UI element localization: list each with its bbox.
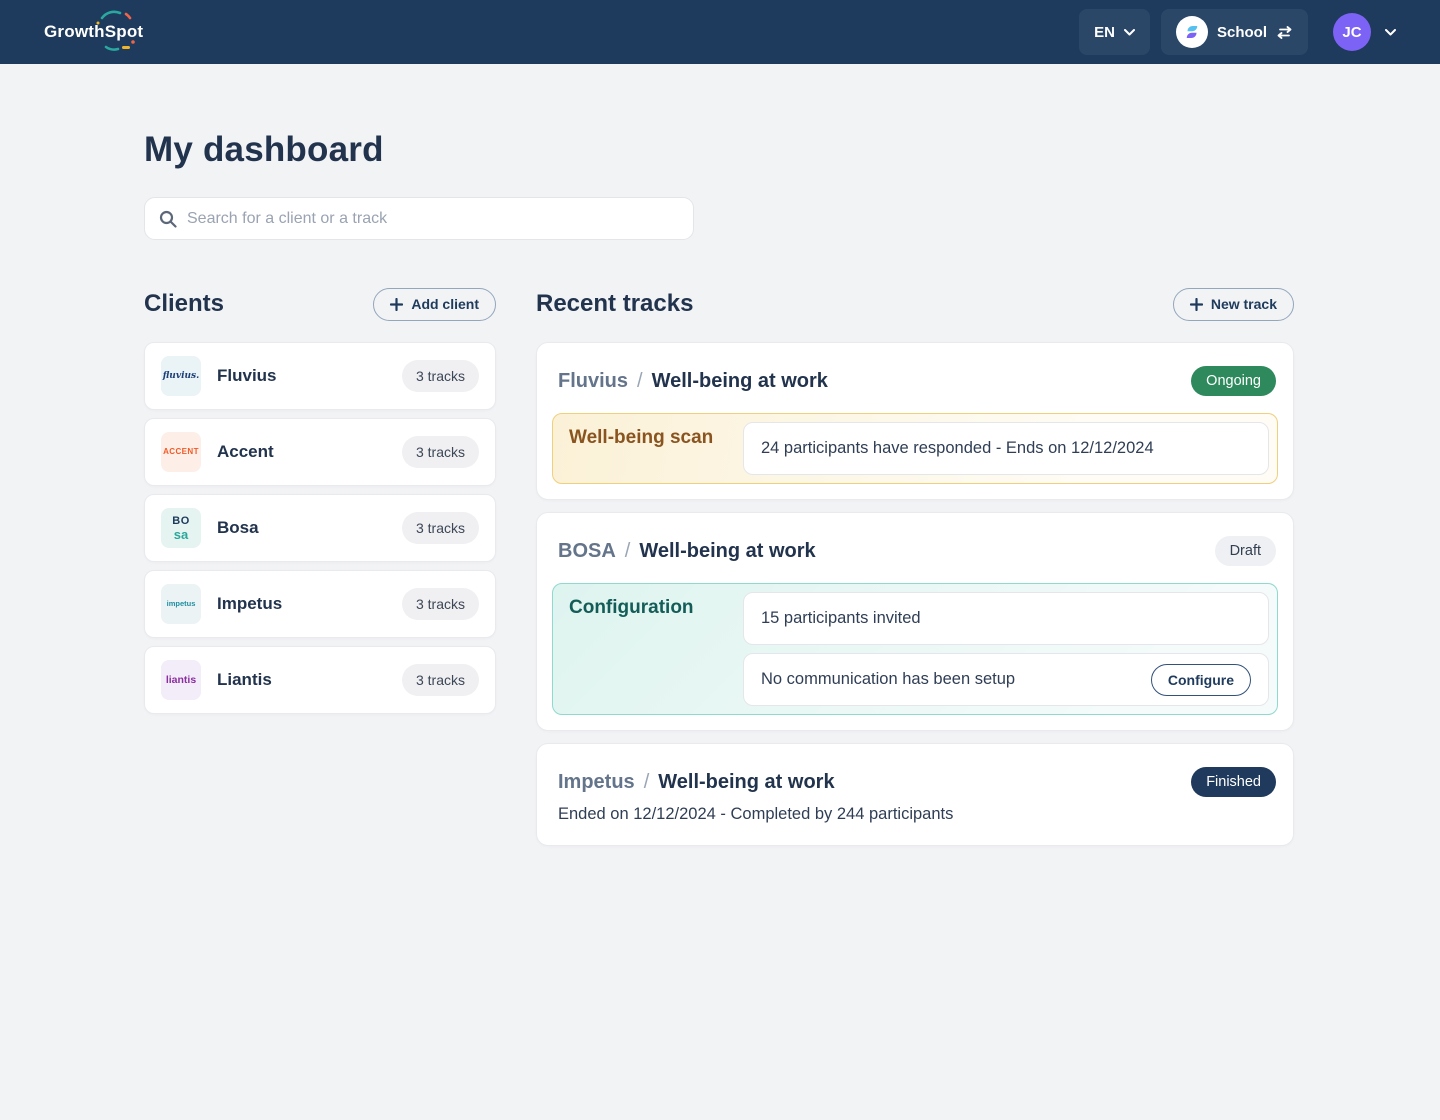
search-input[interactable]: [187, 209, 679, 228]
user-avatar[interactable]: JC: [1333, 13, 1371, 51]
recent-tracks-section: Recent tracks New track Fluvius / Well-b…: [536, 287, 1294, 858]
workspace-logo-icon: [1186, 26, 1198, 38]
language-label: EN: [1094, 23, 1115, 41]
phase-panel-wellbeing-scan: Well-being scan 24 participants have res…: [552, 413, 1278, 484]
status-badge: Finished: [1191, 767, 1276, 797]
user-initials: JC: [1342, 23, 1362, 41]
client-card-liantis[interactable]: liantis Liantis 3 tracks: [144, 646, 496, 714]
tracks-count-badge: 3 tracks: [401, 436, 479, 468]
client-card-fluvius[interactable]: fluvius. Fluvius 3 tracks: [144, 342, 496, 410]
track-name: Well-being at work: [639, 539, 816, 562]
client-name: Bosa: [217, 518, 259, 537]
page-title: My dashboard: [144, 130, 384, 169]
recent-tracks-title: Recent tracks: [536, 290, 694, 317]
breadcrumb-separator: /: [643, 770, 650, 793]
brand-spot: Spot: [104, 22, 144, 41]
client-name: Accent: [217, 442, 274, 461]
chevron-down-icon: [1385, 28, 1396, 35]
user-menu[interactable]: JC: [1333, 13, 1396, 51]
status-badge: Draft: [1214, 536, 1276, 566]
track-client: Fluvius: [558, 369, 629, 392]
chevron-down-icon: [1123, 28, 1135, 35]
breadcrumb-separator: /: [637, 369, 643, 392]
track-subtitle: Ended on 12/12/2024 - Completed by 244 p…: [558, 805, 954, 823]
phase-panel-configuration: Configuration 15 participants invited No…: [552, 583, 1278, 715]
tracks-count-badge: 3 tracks: [401, 588, 479, 620]
tracks-count-badge: 3 tracks: [401, 360, 479, 392]
track-card-bosa[interactable]: BOSA / Well-being at work Draft Configur…: [536, 512, 1294, 731]
track-client: BOSA: [558, 539, 616, 562]
breadcrumb-separator: /: [624, 539, 631, 562]
client-logo-fluvius: fluvius.: [161, 356, 201, 396]
phase-label: Configuration: [569, 597, 694, 618]
main-content: My dashboard Clients Add client fluvius.…: [144, 130, 1294, 858]
navbar: Growth Spot EN School JC: [0, 0, 1440, 64]
client-card-bosa[interactable]: BO sa Bosa 3 tracks: [144, 494, 496, 562]
clients-title: Clients: [144, 290, 225, 317]
tracks-count-badge: 3 tracks: [401, 512, 479, 544]
phase-status-row: 15 participants invited: [743, 592, 1269, 645]
phase-status-row: No communication has been setup Configur…: [743, 653, 1269, 706]
client-logo-impetus: impetus: [161, 584, 201, 624]
client-logo-liantis: liantis: [161, 660, 201, 700]
search-icon: [159, 210, 177, 228]
brand-arcs-icon: [96, 10, 135, 51]
search-box[interactable]: [144, 197, 694, 240]
track-client: Impetus: [558, 770, 635, 793]
track-card-fluvius[interactable]: Fluvius / Well-being at work Ongoing Wel…: [536, 342, 1294, 500]
clients-section: Clients Add client fluvius. Fluvius 3 tr…: [144, 287, 496, 858]
workspace-label: School: [1216, 23, 1267, 41]
swap-icon: [1277, 25, 1292, 39]
phase-status-row: 24 participants have responded - Ends on…: [743, 422, 1269, 475]
tracks-count-badge: 3 tracks: [401, 664, 479, 696]
phase-label: Well-being scan: [569, 427, 714, 448]
client-card-accent[interactable]: ACCENT Accent 3 tracks: [144, 418, 496, 486]
client-name: Impetus: [217, 594, 283, 613]
workspace-avatar: [1175, 16, 1208, 48]
brand-growth: Growth: [44, 22, 105, 41]
track-card-impetus[interactable]: Impetus / Well-being at work Finished En…: [536, 743, 1294, 846]
client-logo-bosa: BO sa: [161, 508, 201, 548]
client-card-impetus[interactable]: impetus Impetus 3 tracks: [144, 570, 496, 638]
workspace-switcher[interactable]: School: [1160, 9, 1308, 55]
new-track-button[interactable]: New track: [1172, 287, 1294, 321]
status-badge: Ongoing: [1191, 366, 1276, 396]
add-client-button[interactable]: Add client: [373, 287, 496, 321]
track-name: Well-being at work: [658, 770, 835, 793]
plus-icon: [390, 297, 404, 311]
client-name: Fluvius: [217, 366, 277, 385]
configure-button[interactable]: Configure: [1150, 663, 1251, 696]
client-name: Liantis: [217, 670, 272, 689]
language-selector[interactable]: EN: [1079, 9, 1150, 55]
client-logo-accent: ACCENT: [161, 432, 201, 472]
track-name: Well-being at work: [651, 369, 828, 392]
plus-icon: [1189, 297, 1203, 311]
brand-logo[interactable]: Growth Spot: [44, 10, 144, 52]
